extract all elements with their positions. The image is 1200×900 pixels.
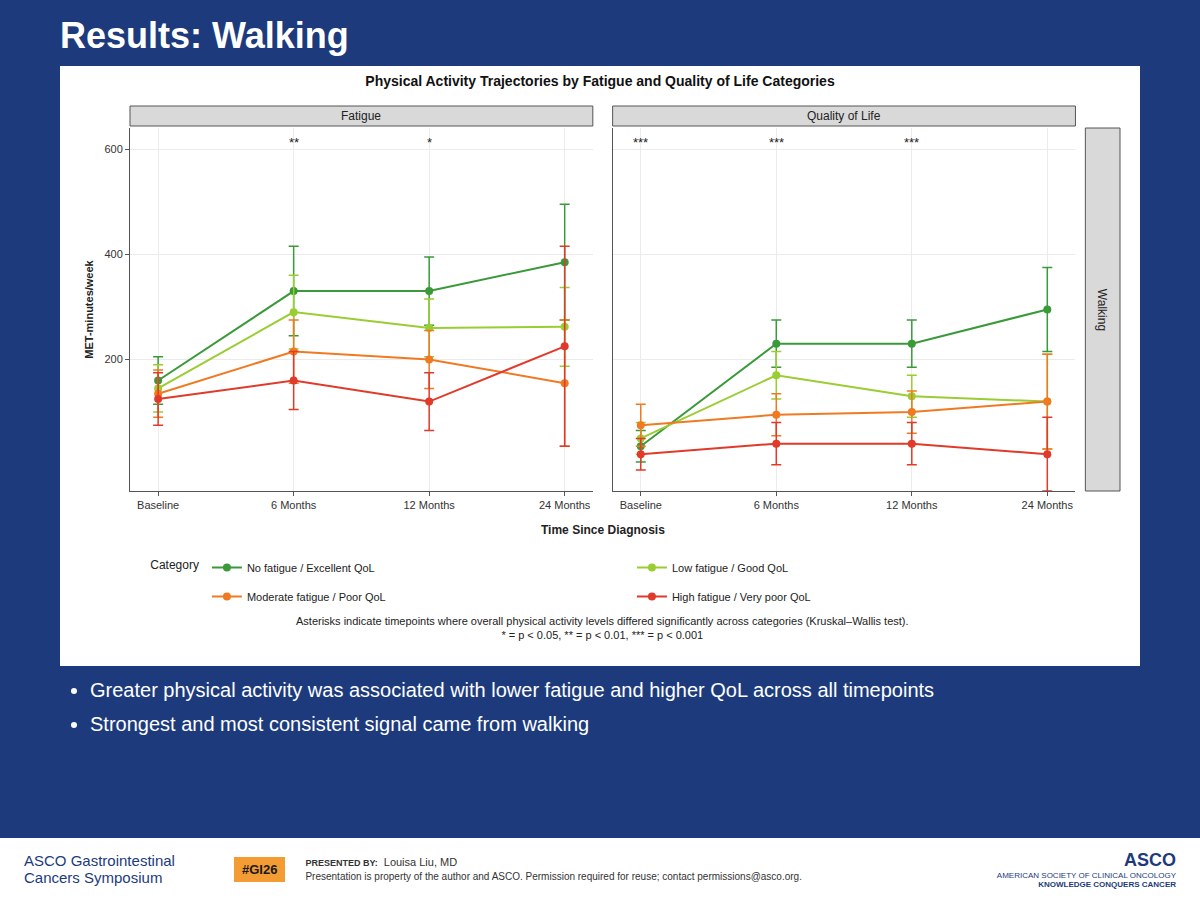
html-text:Results: Walking: Results: Walking: [60, 15, 349, 56]
svg-text:24 Months: 24 Months: [539, 499, 591, 511]
svg-text:MET-minutes/week: MET-minutes/week: [83, 259, 95, 358]
svg-text:24 Months: 24 Months: [1022, 499, 1074, 511]
html-text:ASCO: ASCO: [1124, 849, 1176, 870]
svg-text:Baseline: Baseline: [137, 499, 179, 511]
html-text:KNOWLEDGE CONQUERS CANCER: KNOWLEDGE CONQUERS CANCER: [1038, 879, 1176, 889]
html-text:Greater physical activity was: Greater physical activity was associated…: [90, 679, 935, 701]
html-text:Presentation is property of th: Presentation is property of the author a…: [305, 870, 802, 882]
svg-text:High fatigue / Very poor QoL: High fatigue / Very poor QoL: [672, 591, 811, 603]
svg-text:600: 600: [104, 143, 122, 155]
svg-text:Category: Category: [150, 558, 199, 572]
svg-text:200: 200: [104, 353, 122, 365]
html-text:Louisa Liu, MD: Louisa Liu, MD: [383, 855, 458, 868]
svg-text:Quality of Life: Quality of Life: [807, 109, 881, 123]
svg-text:**: **: [289, 135, 299, 150]
svg-text:12 Months: 12 Months: [886, 499, 938, 511]
html-text:Strongest and most consistent: Strongest and most consistent signal cam…: [90, 713, 590, 735]
html-text:ASCO Gastrointestinal Cancers: ASCO Gastrointestinal Cancers Symposium: [24, 852, 175, 886]
svg-text:Walking: Walking: [1095, 289, 1109, 331]
svg-text:*: *: [427, 135, 432, 150]
svg-text:***: ***: [633, 135, 648, 150]
svg-text:Baseline: Baseline: [620, 499, 662, 511]
html-text:AMERICAN SOCIETY OF CLINICAL O: AMERICAN SOCIETY OF CLINICAL ONCOLOGY: [996, 870, 1176, 880]
svg-text:Moderate fatigue / Poor QoL: Moderate fatigue / Poor QoL: [247, 591, 386, 603]
svg-text:No fatigue / Excellent QoL: No fatigue / Excellent QoL: [247, 562, 375, 574]
svg-text:6 Months: 6 Months: [754, 499, 800, 511]
html-text:#GI26: #GI26: [242, 861, 278, 877]
svg-text:Low fatigue / Good QoL: Low fatigue / Good QoL: [672, 562, 788, 574]
html-text:PRESENTED BY:: PRESENTED BY:: [305, 857, 378, 868]
svg-text:12 Months: 12 Months: [403, 499, 455, 511]
svg-text:Time Since Diagnosis: Time Since Diagnosis: [541, 523, 665, 537]
svg-text:***: ***: [769, 135, 784, 150]
svg-text:400: 400: [104, 248, 122, 260]
svg-text:Fatigue: Fatigue: [341, 109, 381, 123]
svg-text:***: ***: [904, 135, 919, 150]
svg-text:6 Months: 6 Months: [271, 499, 317, 511]
svg-text:Physical Activity Trajectories: Physical Activity Trajectories by Fatigu…: [365, 73, 835, 89]
svg-text:Asterisks indicate timepoints: Asterisks indicate timepoints where over…: [296, 615, 909, 641]
